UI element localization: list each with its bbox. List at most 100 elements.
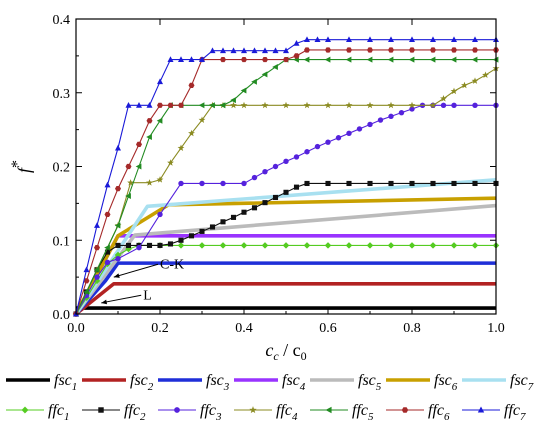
series-ffc-3-point <box>157 211 163 218</box>
annotations: C-K L <box>101 257 184 305</box>
series-ffc-1-point <box>387 242 395 249</box>
series-ffc-4-point <box>282 101 290 109</box>
legend-entry-ffc-5: ffc5 <box>310 402 374 423</box>
y-tick-label: 0.1 <box>53 234 71 249</box>
y-axis-title-sup: * <box>9 160 26 168</box>
x-axis-title-var: c <box>265 340 273 360</box>
legend-entry-ffc-2: ffc2 <box>82 402 146 423</box>
legend-entry-fsc-4-label-sub: 4 <box>300 381 306 393</box>
series-ffc-3-point <box>293 154 300 160</box>
series-ffc-6-point <box>304 47 310 53</box>
series-ffc-3-point <box>115 255 121 262</box>
legend-entry-ffc-6-label-sub: 6 <box>444 411 450 423</box>
x-tick-label: 0.2 <box>151 321 169 336</box>
series-ffc-2-point <box>472 180 478 187</box>
series-ffc-2-point <box>104 249 111 255</box>
legend-entry-ffc-3: ffc3 <box>158 402 222 423</box>
x-tick-label: 1.0 <box>487 321 505 336</box>
series-ffc-2-point <box>199 228 205 234</box>
series-ffc-6-line <box>75 49 496 315</box>
legend-entry-ffc-1-label: ffc1 <box>48 402 70 423</box>
series-ffc-3-point <box>304 149 310 155</box>
series-ffc-4-point <box>366 101 374 109</box>
x-axis-title-denom: c <box>293 340 301 360</box>
legend-entry-ffc-4-label-name: ffc <box>276 402 292 419</box>
series-ffc-2-point <box>167 241 174 247</box>
y-tick-label: 0.2 <box>53 161 71 176</box>
series-ffc-3-point <box>472 102 478 108</box>
series-ffc-2-point <box>283 189 289 195</box>
series-ffc-4-point <box>156 176 164 183</box>
legend-entry-ffc-3-marker <box>174 407 180 413</box>
series-ffc-5-point <box>125 193 131 199</box>
annotation-arrow <box>101 294 142 304</box>
series-ffc-5-point <box>272 63 278 70</box>
series-ffc-1-point <box>177 242 185 249</box>
legend-entry-fsc-1-label-name: fsc <box>54 372 72 389</box>
series-ffc-5-point <box>156 117 163 124</box>
series-ffc-3-point <box>283 158 289 165</box>
legend-entry-ffc-7-label-sub: 7 <box>520 411 526 423</box>
series-ffc-4-point <box>461 81 468 89</box>
series-ffc-7-point <box>83 266 90 273</box>
series-ffc-2-point <box>220 219 226 225</box>
series-ffc-7-point <box>146 101 153 108</box>
legend-entry-ffc-7: ffc7 <box>462 402 526 423</box>
x-axis-title-sep: / <box>279 340 293 360</box>
series-ffc-4-point <box>188 129 195 137</box>
x-tick-label: 0.0 <box>67 321 85 336</box>
legend-entry-fsc-7-label: fsc7 <box>510 372 534 393</box>
legend-entry-fsc-1-label: fsc1 <box>54 372 77 393</box>
series-ffc-5-point <box>345 56 352 63</box>
series-ffc-3-point <box>451 102 457 108</box>
series-ffc-3-point <box>178 180 184 187</box>
legend-entry-fsc-7: fsc7 <box>462 372 534 393</box>
series-fsc-2 <box>74 281 496 316</box>
series-ffc-4-point <box>230 101 237 109</box>
series-ffc-6-point <box>283 56 289 63</box>
series-ffc-1-point <box>282 242 290 249</box>
series-fsc-7 <box>74 177 497 315</box>
legend-entry-ffc-2-label-sub: 2 <box>140 411 146 423</box>
series-ffc-6-point <box>136 141 142 147</box>
series-ffc-7-point <box>409 36 415 43</box>
series-ffc-2-point <box>251 205 258 211</box>
series-ffc-2-point <box>304 180 310 187</box>
series-ffc-7-point <box>451 36 457 43</box>
series-ffc-6-point <box>146 118 153 124</box>
series-ffc-7-point <box>125 101 132 108</box>
series-ffc-6-point <box>430 47 436 53</box>
series-ffc-3-point <box>409 106 415 112</box>
series-ffc-3-point <box>346 130 352 137</box>
series-ffc-7-point <box>346 36 352 43</box>
series-ffc-6-point <box>94 245 100 251</box>
y-tick-label: 0.3 <box>53 87 71 102</box>
series-ffc-4-point <box>429 101 437 109</box>
series-ffc-4-point <box>146 179 153 186</box>
series-ffc-4-point <box>198 116 206 123</box>
legend-entry-ffc-3-label-name: ffc <box>200 402 216 419</box>
legend-entry-fsc-6-label-name: fsc <box>434 372 452 389</box>
series-ffc-5-point <box>209 102 215 109</box>
annotation-arrowhead <box>101 299 108 305</box>
series-ffc-5-point <box>429 56 436 63</box>
x-axis-title-denom-sub: 0 <box>301 349 307 363</box>
legend-entry-ffc-6-label: ffc6 <box>428 402 450 423</box>
series-ffc-3-point <box>335 135 342 141</box>
legend-entry-fsc-3-label-sub: 3 <box>223 381 230 393</box>
series-ffc-4-point <box>387 101 395 109</box>
series-ffc-6-point <box>178 102 184 108</box>
axes: 0.0 0.2 0.4 0.6 0.8 1.00.00.10.20.30.4cc / c0… <box>9 13 505 363</box>
legend-entry-ffc-4-label-sub: 4 <box>292 411 298 423</box>
series-ffc-7-point <box>136 101 142 108</box>
y-tick-label: 0.0 <box>53 308 71 323</box>
x-axis-title: cc / c0 <box>265 340 306 363</box>
series-ffc-3-point <box>251 174 258 181</box>
y-axis-title: f* <box>9 160 34 173</box>
legend-entry-fsc-1-label-sub: 1 <box>72 381 78 393</box>
series-ffc-6-point <box>293 53 300 59</box>
series-ffc-6-point <box>157 102 163 108</box>
legend-entry-fsc-5-label: fsc5 <box>358 372 382 393</box>
